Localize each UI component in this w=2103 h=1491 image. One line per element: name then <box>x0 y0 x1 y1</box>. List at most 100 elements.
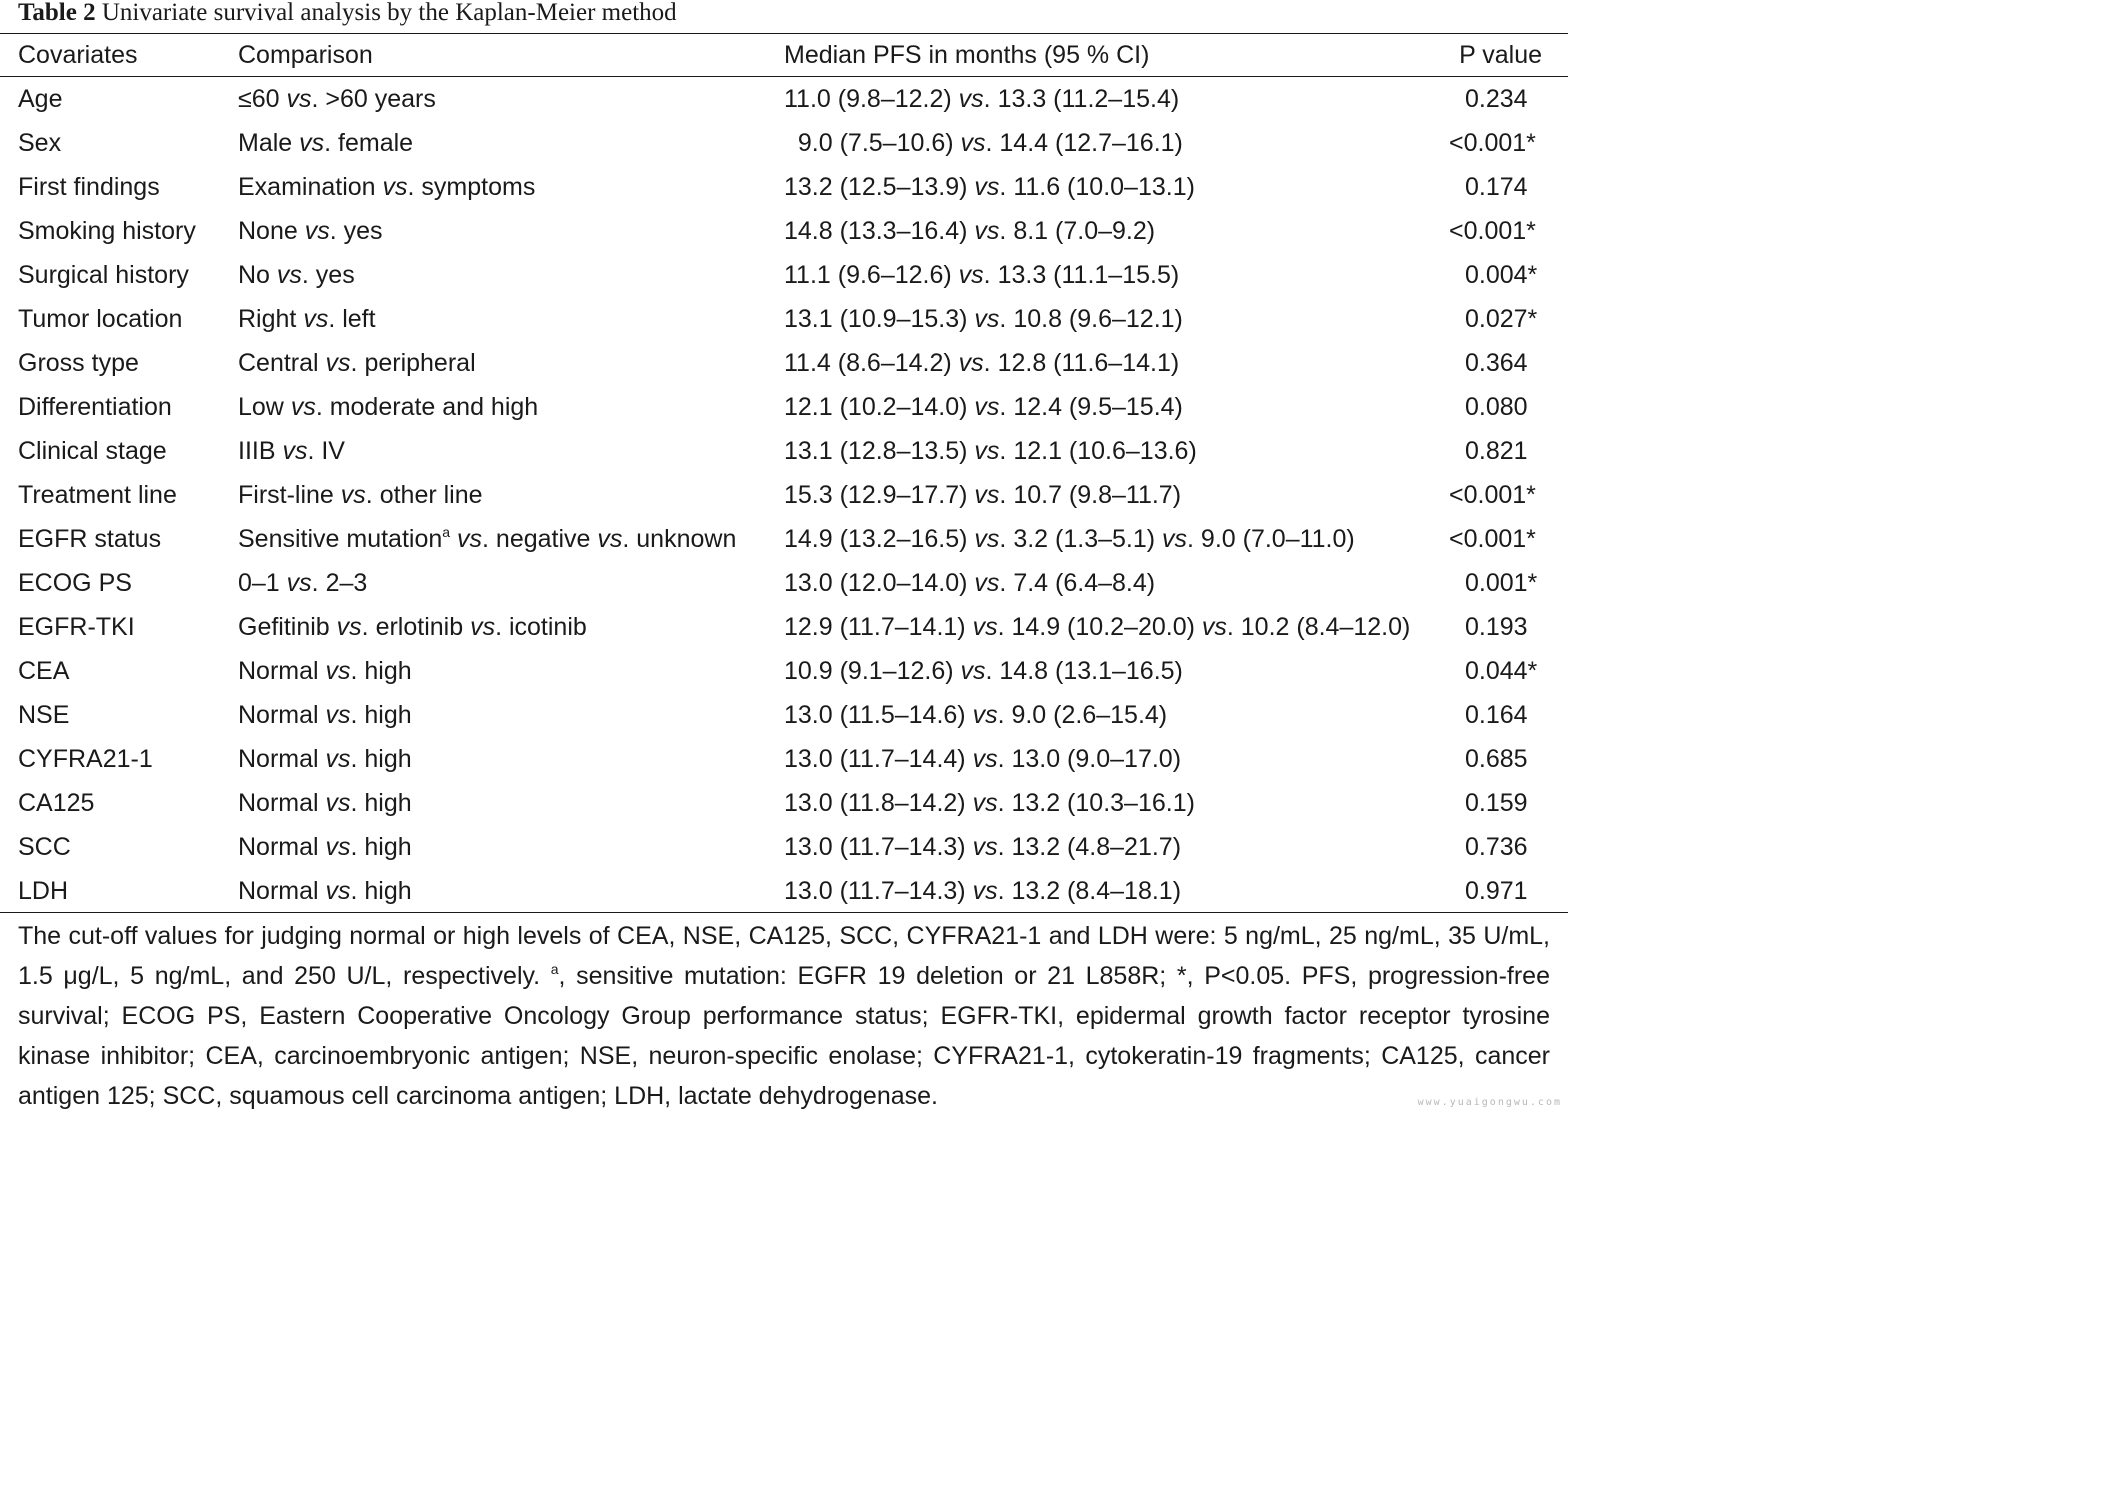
cell-median-pfs-text: 14.9 (13.2–16.5) <box>784 525 975 553</box>
table-row: Gross type Central vs. peripheral 11.4 (8.… <box>0 341 1568 385</box>
cell-covariate: ECOG PS <box>18 569 132 597</box>
cell-comparison-text: Normal <box>238 877 326 905</box>
vs-italic: vs <box>972 833 998 861</box>
cell-comparison-text: . moderate and high <box>315 393 539 421</box>
vs-italic: vs <box>974 437 1000 465</box>
cell-comparison-text: . icotinib <box>495 613 587 641</box>
cell-p-value: 0.159 <box>1465 789 1528 817</box>
vs-italic: vs <box>299 129 325 157</box>
cell-covariate: Gross type <box>18 349 139 377</box>
vs-italic: vs <box>960 129 986 157</box>
cell-covariate: CYFRA21-1 <box>18 745 153 773</box>
cell-median-pfs-text: . 13.3 (11.2–15.4) <box>983 85 1180 113</box>
cell-p-value: 0.004* <box>1465 261 1538 289</box>
table-number: Table 2 <box>18 0 96 26</box>
cell-p-value: 0.736 <box>1465 833 1528 861</box>
vs-italic: vs <box>972 877 998 905</box>
cell-comparison-text: . IV <box>307 437 345 465</box>
cell-comparison: Normal vs. high <box>238 693 412 737</box>
cell-median-pfs-text: 14.8 (13.3–16.4) <box>784 217 975 245</box>
cell-comparison-text: . peripheral <box>350 349 476 377</box>
vs-italic: vs <box>382 173 408 201</box>
table-row: CYFRA21-1 Normal vs. high 13.0 (11.7–14.4)… <box>0 737 1568 781</box>
cell-median-pfs-text: 12.1 (10.2–14.0) <box>784 393 975 421</box>
cell-comparison: Normal vs. high <box>238 649 412 693</box>
cell-median-pfs: 14.8 (13.3–16.4) vs. 8.1 (7.0–9.2) <box>784 209 1155 253</box>
cell-median-pfs: 15.3 (12.9–17.7) vs. 10.7 (9.8–11.7) <box>784 473 1181 517</box>
footnote-superscript: a <box>550 961 559 977</box>
cell-p-value: 0.001* <box>1465 569 1538 597</box>
cell-covariate: SCC <box>18 833 71 861</box>
cell-comparison-text: Examination <box>238 173 383 201</box>
vs-italic: vs <box>325 349 351 377</box>
table-row: Tumor location Right vs. left 13.1 (10.9–1… <box>0 297 1568 341</box>
cell-median-pfs-text: . 12.1 (10.6–13.6) <box>999 437 1197 465</box>
vs-italic: vs <box>958 85 984 113</box>
cell-comparison-text: . high <box>350 701 412 729</box>
cell-median-pfs: 12.9 (11.7–14.1) vs. 14.9 (10.2–20.0) vs… <box>784 605 1410 649</box>
vs-italic: vs <box>325 877 351 905</box>
vs-italic: vs <box>336 613 362 641</box>
header-comparison: Comparison <box>238 41 373 69</box>
cell-median-pfs: 9.0 (7.5–10.6) vs. 14.4 (12.7–16.1) <box>784 121 1183 165</box>
cell-p-value: 0.685 <box>1465 745 1528 773</box>
cell-median-pfs-text: . 13.0 (9.0–17.0) <box>997 745 1182 773</box>
table-row: SCC Normal vs. high 13.0 (11.7–14.3) vs. 1… <box>0 825 1568 869</box>
vs-italic: vs <box>286 85 312 113</box>
vs-italic: vs <box>974 481 1000 509</box>
vs-italic: vs <box>958 261 984 289</box>
cell-median-pfs: 14.9 (13.2–16.5) vs. 3.2 (1.3–5.1) vs. 9… <box>784 517 1355 561</box>
vs-italic: vs <box>286 569 312 597</box>
cell-median-pfs-text: 9.0 (7.5–10.6) <box>784 129 961 157</box>
cell-comparison: Normal vs. high <box>238 869 412 913</box>
cell-comparison-text: First-line <box>238 481 341 509</box>
cell-median-pfs-text: . 13.2 (8.4–18.1) <box>997 877 1182 905</box>
cell-comparison: None vs. yes <box>238 209 383 253</box>
watermark: www.yuaigongwu.com <box>1417 1097 1562 1108</box>
table-row: Clinical stage IIIB vs. IV 13.1 (12.8–13.5… <box>0 429 1568 473</box>
cell-median-pfs: 13.1 (12.8–13.5) vs. 12.1 (10.6–13.6) <box>784 429 1197 473</box>
table-row: NSE Normal vs. high 13.0 (11.5–14.6) vs. 9… <box>0 693 1568 737</box>
cell-comparison-text: . yes <box>301 261 355 289</box>
cell-median-pfs: 13.0 (11.7–14.3) vs. 13.2 (8.4–18.1) <box>784 869 1181 913</box>
cell-median-pfs-text: 13.2 (12.5–13.9) <box>784 173 975 201</box>
vs-italic: vs <box>340 481 366 509</box>
cell-median-pfs-text: . 13.2 (10.3–16.1) <box>997 789 1195 817</box>
vs-italic: vs <box>974 173 1000 201</box>
cell-median-pfs-text: 11.1 (9.6–12.6) <box>784 261 959 289</box>
table-row: First findings Examination vs. symptoms 13… <box>0 165 1568 209</box>
cell-covariate: CA125 <box>18 789 95 817</box>
cell-median-pfs-text: 13.0 (11.8–14.2) <box>784 789 973 817</box>
cell-comparison: Male vs. female <box>238 121 413 165</box>
cell-median-pfs: 12.1 (10.2–14.0) vs. 12.4 (9.5–15.4) <box>784 385 1183 429</box>
cell-comparison-text: Right <box>238 305 304 333</box>
cell-comparison-text: None <box>238 217 305 245</box>
top-rule <box>0 33 1568 34</box>
vs-italic: vs <box>325 657 351 685</box>
cell-p-value: <0.001* <box>1449 217 1536 245</box>
cell-comparison-text: Low <box>238 393 291 421</box>
table-row: Sex Male vs. female 9.0 (7.5–10.6) vs. 14… <box>0 121 1568 165</box>
vs-italic: vs <box>276 261 302 289</box>
vs-italic: vs <box>303 305 329 333</box>
vs-italic: vs <box>290 393 316 421</box>
cell-comparison: Normal vs. high <box>238 781 412 825</box>
cell-comparison-text: . high <box>350 745 412 773</box>
vs-italic: vs <box>974 305 1000 333</box>
cell-comparison-text: Normal <box>238 701 326 729</box>
cell-comparison-text: Normal <box>238 789 326 817</box>
cell-comparison-text: . female <box>324 129 414 157</box>
table-caption: Univariate survival analysis by the Kapl… <box>101 0 677 26</box>
cell-p-value: 0.174 <box>1465 173 1528 201</box>
bottom-rule <box>0 912 1568 913</box>
cell-p-value: 0.164 <box>1465 701 1528 729</box>
cell-covariate: EGFR status <box>18 525 162 553</box>
cell-comparison-text: . unknown <box>622 525 737 553</box>
vs-italic: vs <box>597 525 623 553</box>
cell-comparison: Central vs. peripheral <box>238 341 476 385</box>
cell-covariate: CEA <box>18 657 70 685</box>
cell-comparison-text: . yes <box>329 217 383 245</box>
cell-comparison-text: . other line <box>365 481 483 509</box>
cell-comparison-text: . negative <box>482 525 598 553</box>
vs-italic: vs <box>325 789 351 817</box>
